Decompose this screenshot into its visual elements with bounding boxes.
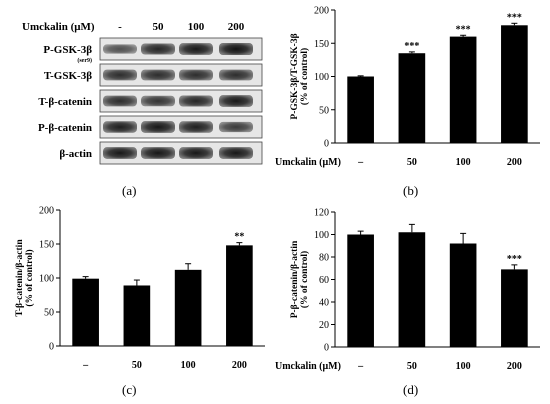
panel-label-c: (c): [122, 382, 137, 397]
bar: [347, 76, 374, 143]
chart-t-catenin-ratio: 0 50 100 150 200 T-β-catenin/β-actin (% of con…: [15, 206, 265, 371]
blot-band: [141, 95, 175, 107]
blot-band: [179, 69, 213, 81]
bar: [501, 25, 528, 144]
bar: [123, 285, 151, 346]
y-tick-label: 200: [39, 206, 54, 217]
y-tick-label: 60: [319, 275, 329, 286]
y-tick-label: 80: [319, 253, 329, 264]
blot-lane-label: 200: [228, 21, 245, 33]
x-tick-label: –: [357, 157, 364, 168]
blot-row-label: P-GSK-3β: [43, 44, 92, 56]
bar: [398, 232, 426, 347]
significance-label: ***: [404, 41, 419, 52]
blot-lane-label: 100: [188, 21, 205, 33]
blot-header-label: Umckalin (μM): [22, 21, 95, 33]
y-tick-label: 100: [314, 72, 329, 83]
chart-p-catenin-ratio: 0 20 40 60 80 100 120 P-β-catenin/β-actin (% of …: [275, 208, 540, 372]
blot-band: [179, 147, 213, 159]
y-tick-label: 150: [39, 240, 54, 251]
y-tick-label: 200: [314, 6, 329, 17]
blot-band: [103, 44, 137, 54]
y-axis-label: P-GSK-3β/T-GSK-3β: [290, 33, 300, 119]
blot-band: [219, 147, 253, 159]
y-tick-label: 100: [39, 274, 54, 285]
blot-band: [103, 121, 137, 133]
x-tick-label: 100: [181, 360, 196, 371]
bar: [226, 245, 253, 346]
blot-band: [219, 95, 253, 107]
panel-label-b: (b): [403, 183, 419, 198]
blot-band: [141, 147, 175, 159]
blot-row-sublabel: (ser9): [77, 57, 92, 64]
bar: [174, 269, 202, 346]
western-blot-panel: Umckalin (μM) - 50 100 200 P-GSK-3β(ser9) T-GS…: [22, 21, 263, 165]
panel-label-a: (a): [122, 183, 137, 198]
blot-band: [103, 147, 137, 159]
y-tick-label: 0: [324, 139, 329, 150]
x-tick-label: 50: [407, 157, 417, 168]
y-axis-label-unit: (% of control): [24, 249, 35, 306]
y-tick-label: 50: [319, 105, 329, 116]
blot-band: [179, 95, 213, 107]
blot-band: [179, 121, 213, 133]
x-tick-label: 50: [407, 361, 417, 372]
blot-row-label: β-actin: [59, 148, 92, 160]
blot-band: [219, 43, 253, 55]
significance-label: ***: [507, 12, 522, 23]
y-tick-label: 0: [49, 342, 54, 353]
blot-band: [141, 69, 175, 81]
blot-lane-label: -: [118, 21, 122, 33]
blot-band: [141, 121, 175, 133]
x-tick-label: 50: [132, 360, 142, 371]
y-tick-label: 40: [319, 298, 329, 309]
panel-label-d: (d): [403, 382, 419, 397]
x-axis-label: Umckalin (μM): [275, 361, 341, 372]
y-tick-label: 0: [324, 343, 329, 354]
x-axis-label: Umckalin (μM): [275, 157, 341, 168]
blot-band: [103, 69, 137, 81]
blot-band: [141, 43, 175, 55]
y-axis-label: P-β-catenin/β-actin: [290, 240, 300, 318]
blot-row-label: T-GSK-3β: [44, 70, 92, 82]
chart-p-gsk3b-ratio: 0 50 100 150 200 P-GSK-3β/T-GSK-3β (% of contr…: [275, 6, 540, 168]
x-tick-label: 200: [507, 361, 522, 372]
x-tick-label: 200: [232, 360, 247, 371]
blot-row-label: P-β-catenin: [38, 122, 92, 134]
bar: [449, 243, 477, 347]
y-axis-label-unit: (% of control): [299, 48, 310, 105]
significance-label: ***: [507, 254, 522, 265]
significance-label: ***: [456, 24, 471, 35]
blot-band: [103, 95, 137, 107]
significance-label: **: [234, 232, 244, 243]
y-tick-label: 50: [44, 308, 54, 319]
bar: [398, 53, 426, 143]
bar: [501, 269, 528, 347]
blot-band: [219, 121, 253, 133]
blot-lane-label: 50: [153, 21, 165, 33]
y-tick-label: 100: [314, 230, 329, 241]
y-tick-label: 20: [319, 320, 329, 331]
bar: [347, 234, 374, 347]
bar: [72, 278, 99, 346]
x-tick-label: –: [82, 360, 89, 371]
y-axis-label: T-β-catenin/β-actin: [15, 239, 25, 317]
y-tick-label: 150: [314, 39, 329, 50]
y-axis-label-unit: (% of control): [299, 251, 310, 308]
blot-band: [219, 69, 253, 81]
y-tick-label: 120: [314, 208, 329, 219]
x-tick-label: –: [357, 361, 364, 372]
blot-row-label: T-β-catenin: [38, 96, 92, 108]
x-tick-label: 100: [456, 157, 471, 168]
x-tick-label: 100: [456, 361, 471, 372]
bar: [449, 36, 477, 143]
x-tick-label: 200: [507, 157, 522, 168]
blot-band: [179, 43, 213, 55]
